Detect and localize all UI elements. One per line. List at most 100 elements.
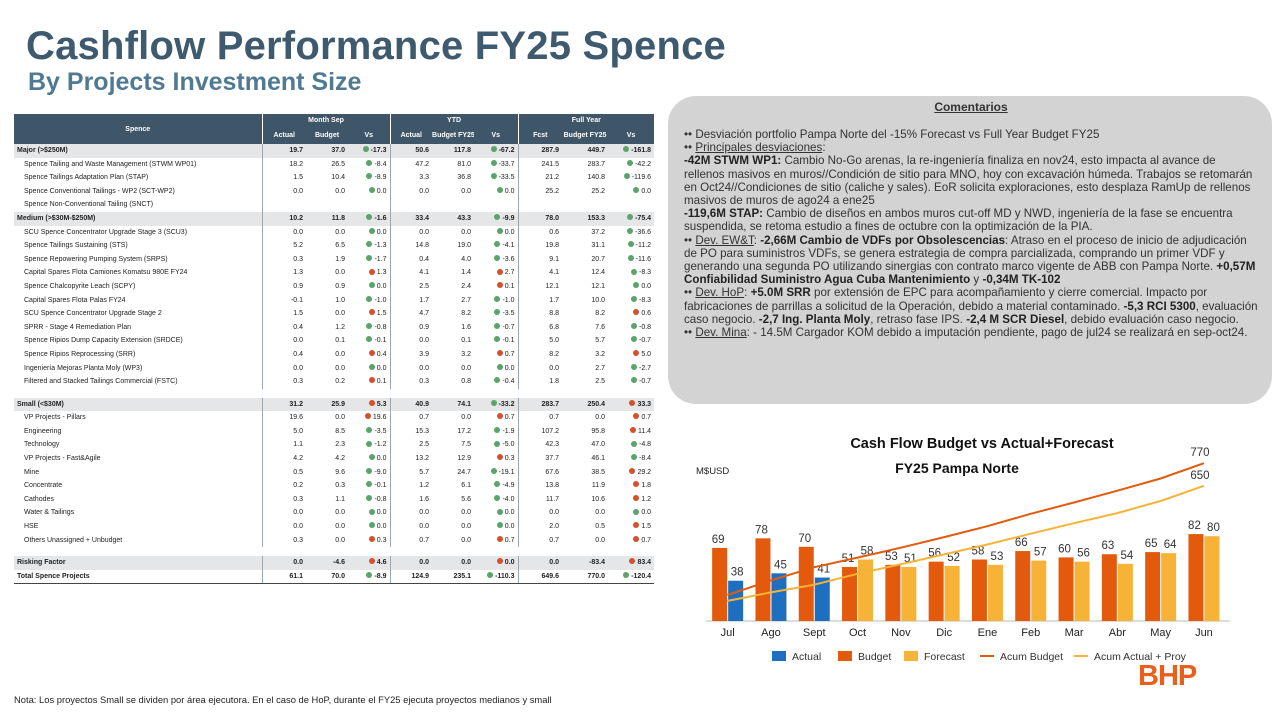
cell-text: 67.6 bbox=[545, 468, 560, 476]
cell-text: 0.3 bbox=[293, 495, 303, 503]
row-label: SCU Spence Concentrator Upgrade Stage 3 … bbox=[24, 228, 188, 236]
cell-text: 2.7 bbox=[595, 364, 606, 372]
status-green-dot-icon bbox=[362, 146, 369, 153]
cell-text: -1.7 bbox=[374, 255, 387, 263]
cell-text: 14.8 bbox=[415, 242, 430, 250]
budget-bar-label: 60 bbox=[1058, 543, 1071, 555]
cell-value: 0.3 bbox=[306, 479, 348, 493]
cell-text: 0.7 bbox=[641, 536, 652, 544]
cell-value: 0.3 bbox=[348, 534, 390, 548]
status-green-dot-icon bbox=[494, 495, 501, 501]
cell-value: 0.5 bbox=[261, 465, 306, 480]
status-red-dot-icon bbox=[496, 454, 503, 461]
actual-bar-label: 45 bbox=[774, 559, 787, 571]
cell-value: 61.1 bbox=[261, 569, 306, 585]
status-green-dot-icon bbox=[627, 227, 634, 234]
cell-value: 46.1 bbox=[562, 452, 608, 466]
cell-value: 42.3 bbox=[517, 438, 563, 453]
x-tick-label: Ene bbox=[978, 627, 998, 639]
legend-label: Actual bbox=[792, 651, 821, 663]
cell-text: 0.0 bbox=[376, 364, 387, 372]
table-row: Spence Tailings Sustaining (STS) 5.2 6.5 -1… bbox=[14, 239, 654, 253]
comment-main-deviations: •• Principales desviaciones: bbox=[684, 141, 826, 155]
cell-text: 1.3 bbox=[293, 269, 303, 277]
cell-value: 2.7 bbox=[474, 266, 518, 280]
status-red-dot-icon bbox=[368, 558, 375, 565]
row-label: SCU Spence Concentrator Upgrade Stage 2 bbox=[24, 310, 162, 318]
cell-value: 2.7 bbox=[562, 362, 608, 376]
row-label: Risking Factor bbox=[14, 556, 262, 570]
cell-value: 13.2 bbox=[389, 452, 433, 466]
cell-value: -0.7 bbox=[608, 334, 654, 348]
budget-bar bbox=[1145, 552, 1161, 621]
cell-text: 0.0 bbox=[461, 523, 472, 531]
cell-value: 6.8 bbox=[517, 320, 563, 335]
cell-value: 0.0 bbox=[306, 534, 348, 548]
x-tick-label: Mar bbox=[1065, 627, 1084, 639]
cell-text: 1.0 bbox=[335, 296, 345, 304]
status-green-dot-icon bbox=[631, 363, 637, 370]
cell-text: 10.0 bbox=[591, 296, 606, 304]
comment-hop: •• Dev. HoP: +5.0M SRR por extensión de … bbox=[684, 286, 1258, 326]
table-row: Spence Non-Conventional Tailing (SNCT) bbox=[14, 198, 654, 212]
cell-text: 2.5 bbox=[419, 282, 430, 290]
cell-text: -42.2 bbox=[635, 160, 652, 168]
cell-text: 5.3 bbox=[376, 400, 387, 408]
x-tick-label: Nov bbox=[891, 627, 911, 639]
cell-text: 81.0 bbox=[457, 160, 472, 168]
cell-value: 8.2 bbox=[517, 347, 563, 362]
cell-text: 0.1 bbox=[335, 337, 345, 345]
cell-value: 449.7 bbox=[562, 144, 609, 158]
x-tick-label: Jun bbox=[1195, 627, 1213, 639]
cell-value: -2.7 bbox=[608, 362, 654, 376]
cell-value: 0.0 bbox=[432, 226, 474, 240]
actual-bar bbox=[771, 573, 787, 621]
table-row: Spence Ripios Reprocessing (SRR) 0.4 0.0 0.… bbox=[14, 347, 654, 362]
cell-value: -33.5 bbox=[474, 171, 518, 185]
cell-text: -119.6 bbox=[631, 174, 652, 182]
cell-text: 42.3 bbox=[545, 441, 560, 449]
cell-value: 0.0 bbox=[474, 520, 518, 534]
comments-title: Comentarios bbox=[934, 100, 1008, 114]
status-green-dot-icon bbox=[494, 309, 501, 316]
cell-text: 0.0 bbox=[335, 536, 345, 544]
cell-text: 107.2 bbox=[541, 427, 560, 435]
cell-text: 0.0 bbox=[419, 559, 430, 567]
cell-text: 0.0 bbox=[335, 187, 345, 195]
cell-value: 0.3 bbox=[261, 492, 306, 507]
cell-text: -8.3 bbox=[639, 296, 652, 304]
cell-text: 0.0 bbox=[376, 282, 387, 290]
cell-value: 5.7 bbox=[562, 334, 608, 348]
status-red-dot-icon bbox=[496, 558, 503, 565]
dev-ewt-link: Dev. EW&T bbox=[695, 233, 754, 247]
status-green-dot-icon bbox=[368, 227, 375, 234]
cell-text: 83.4 bbox=[637, 559, 652, 567]
cell-value: -17.3 bbox=[348, 144, 391, 158]
cell-value: 20.7 bbox=[562, 253, 608, 267]
cell-text: 0.0 bbox=[461, 364, 472, 372]
cell-text: 0.6 bbox=[549, 228, 560, 236]
cell-text: 0.0 bbox=[595, 414, 606, 422]
chart-subtitle: FY25 Pampa Norte bbox=[895, 460, 1019, 476]
row-label: Spence Tailings Sustaining (STS) bbox=[24, 242, 128, 250]
forecast-bar-label: 56 bbox=[1077, 548, 1090, 560]
cell-value: -8.9 bbox=[348, 171, 390, 185]
table-row: Spence Tailings Adaptation Plan (STAP) 1.… bbox=[14, 171, 654, 185]
cell-text: 5.0 bbox=[641, 350, 652, 358]
cell-text: 0.3 bbox=[293, 255, 303, 263]
status-green-dot-icon bbox=[623, 146, 630, 153]
cell-text: 19.7 bbox=[289, 147, 303, 154]
cell-value: 11.9 bbox=[562, 479, 608, 493]
table-row: Filtered and Stacked Tailings Commercial… bbox=[14, 375, 654, 389]
status-green-dot-icon bbox=[496, 522, 503, 529]
table-row: Mine 0.5 9.6 -9.0 5.7 24.7 -19.1 67.6 38.5 29.2 bbox=[14, 465, 654, 480]
cell-value: -11.2 bbox=[608, 239, 654, 253]
cell-text: 4.0 bbox=[461, 255, 472, 263]
cell-value: -42.2 bbox=[608, 158, 654, 172]
cell-text: 0.0 bbox=[419, 337, 430, 345]
cell-text: 235.1 bbox=[453, 572, 472, 580]
cell-value: 0.5 bbox=[562, 520, 608, 534]
cell-value: -3.5 bbox=[474, 307, 518, 321]
table-row: SCU Spence Concentrator Upgrade Stage 3 … bbox=[14, 225, 654, 240]
status-green-dot-icon bbox=[366, 214, 373, 221]
